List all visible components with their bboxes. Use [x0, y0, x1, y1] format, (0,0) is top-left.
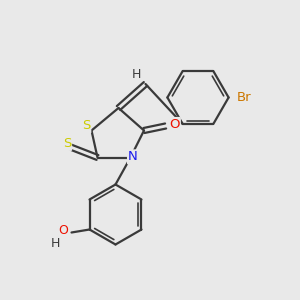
Text: Br: Br [237, 91, 251, 104]
Text: S: S [63, 137, 71, 150]
Text: O: O [58, 224, 68, 238]
Text: O: O [169, 118, 180, 131]
Text: H: H [132, 68, 141, 81]
Text: H: H [50, 237, 60, 250]
Text: N: N [128, 150, 138, 164]
Text: S: S [82, 119, 90, 133]
